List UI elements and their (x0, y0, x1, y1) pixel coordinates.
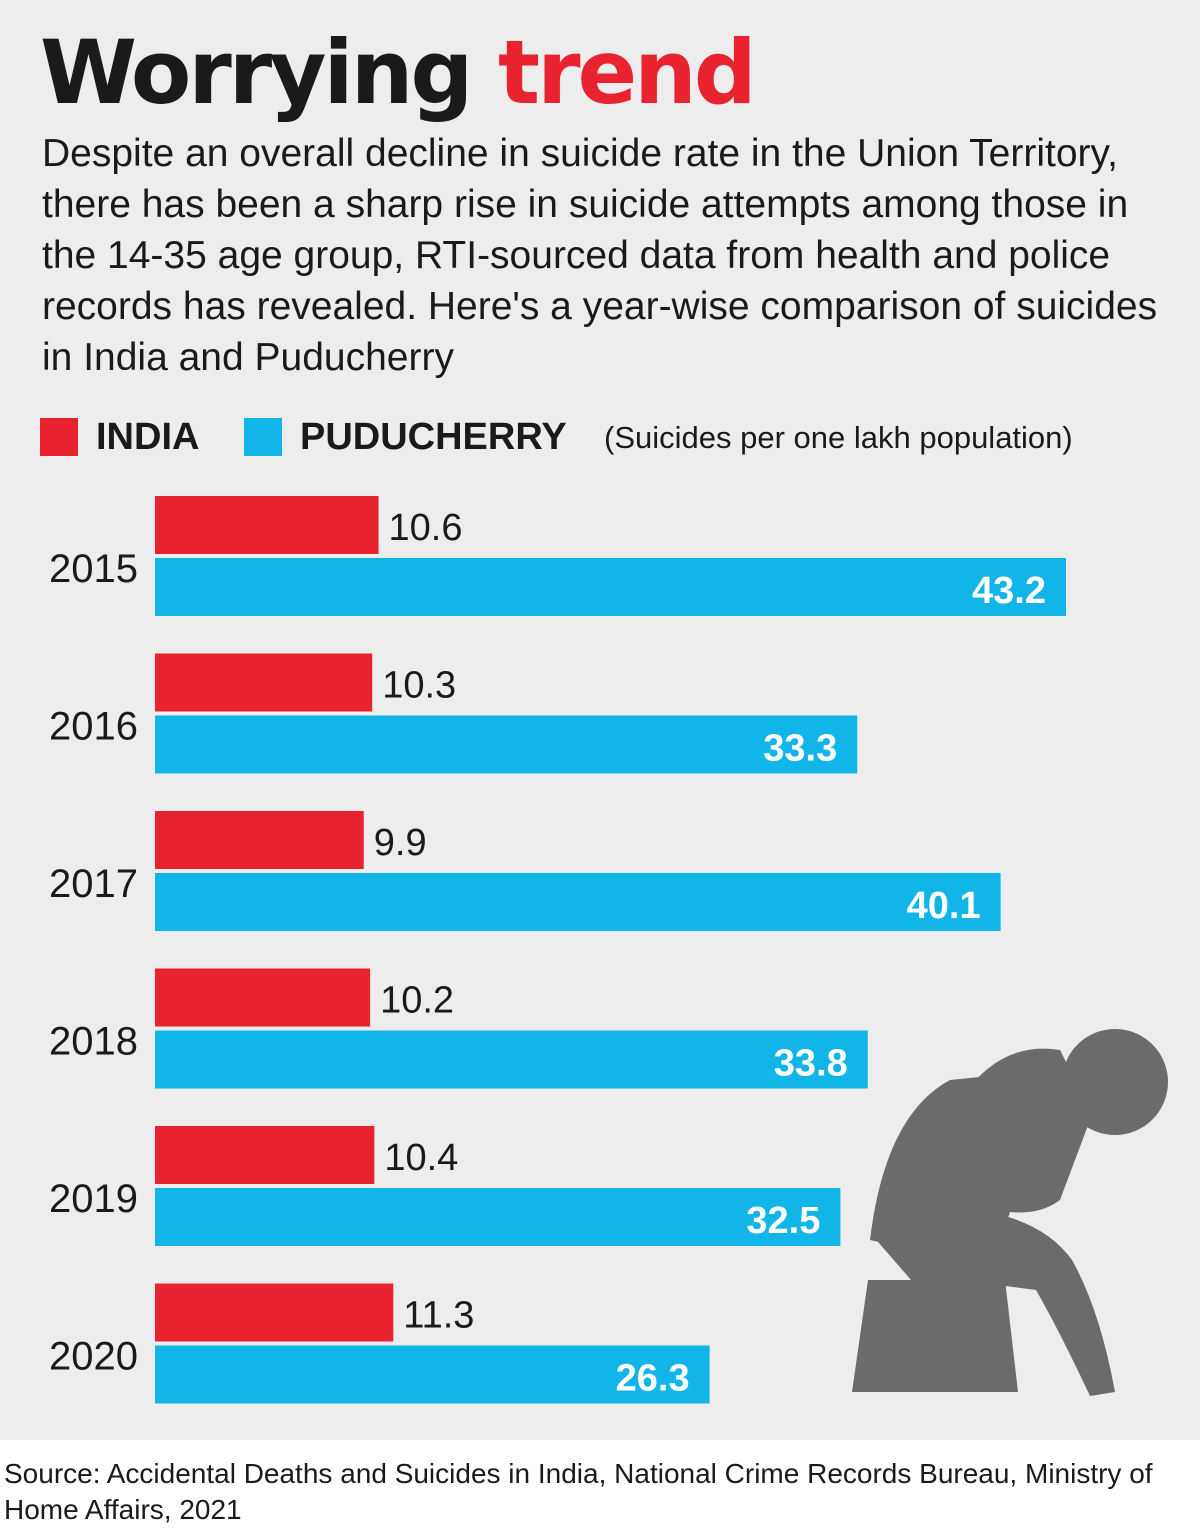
bar-puducherry-2018 (155, 1030, 868, 1089)
value-label-puducherry-2019: 32.5 (746, 1200, 820, 1242)
value-label-india-2020: 11.3 (403, 1295, 474, 1337)
value-label-india-2018: 10.2 (380, 980, 454, 1022)
bar-india-2016 (155, 653, 373, 712)
title-accent: trend (498, 21, 757, 124)
value-label-india-2017: 9.9 (374, 822, 427, 864)
legend-swatch-india (40, 418, 78, 456)
bar-puducherry-2019 (155, 1188, 841, 1246)
unit-note: (Suicides per one lakh population) (604, 420, 1073, 455)
value-label-india-2016: 10.3 (382, 665, 456, 707)
legend: INDIA PUDUCHERRY (Suicides per one lakh … (40, 410, 1180, 466)
value-label-puducherry-2017: 40.1 (907, 885, 981, 927)
bar-india-2017 (155, 811, 364, 869)
value-label-puducherry-2020: 26.3 (616, 1358, 690, 1400)
bar-puducherry-2015 (155, 558, 1066, 616)
value-label-india-2015: 10.6 (389, 507, 463, 549)
page-title: Worrying trend (40, 18, 757, 128)
bar-india-2019 (155, 1126, 375, 1184)
bar-puducherry-2017 (155, 873, 1001, 931)
category-label-2017: 2017 (49, 862, 138, 906)
source-note: Source: Accidental Deaths and Suicides i… (4, 1458, 1153, 1525)
category-label-2015: 2015 (49, 547, 138, 591)
bar-chart: 2015 10.6 43.2 2016 10.3 33.3 2017 9.9 40.1 2018 1… (49, 496, 1168, 1404)
value-label-puducherry-2015: 43.2 (972, 570, 1046, 612)
title-main: Worrying (40, 21, 473, 124)
bar-puducherry-2016 (155, 715, 858, 774)
bar-india-2020 (155, 1283, 394, 1342)
category-label-2019: 2019 (49, 1177, 138, 1221)
category-label-2018: 2018 (49, 1020, 138, 1064)
value-label-puducherry-2018: 33.8 (774, 1043, 848, 1085)
category-label-2020: 2020 (49, 1335, 138, 1379)
value-label-puducherry-2016: 33.3 (763, 728, 837, 770)
sitting-person-head-in-hands-icon (852, 1029, 1168, 1396)
bar-india-2015 (155, 496, 379, 554)
legend-label-puducherry: PUDUCHERRY (300, 416, 567, 458)
bar-puducherry-2020 (155, 1345, 710, 1404)
bar-india-2018 (155, 968, 371, 1027)
category-label-2016: 2016 (49, 705, 138, 749)
legend-label-india: INDIA (96, 416, 200, 458)
subtitle: Despite an overall decline in suicide ra… (42, 132, 1158, 379)
value-label-india-2019: 10.4 (384, 1137, 458, 1179)
legend-swatch-puducherry (244, 418, 282, 456)
